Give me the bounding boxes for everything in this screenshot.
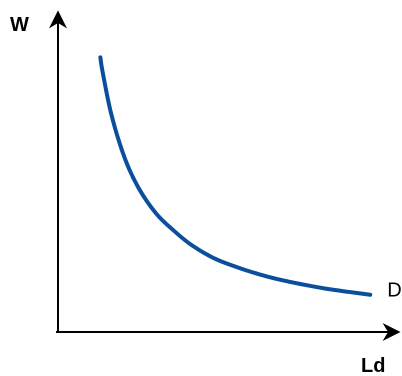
series-line-d: [98, 55, 373, 297]
y-axis-title: W: [10, 14, 29, 36]
axes: [49, 10, 401, 341]
series-label-d: D: [387, 280, 401, 302]
series-layer: D: [98, 55, 402, 302]
x-axis-title: Ld: [361, 355, 385, 376]
